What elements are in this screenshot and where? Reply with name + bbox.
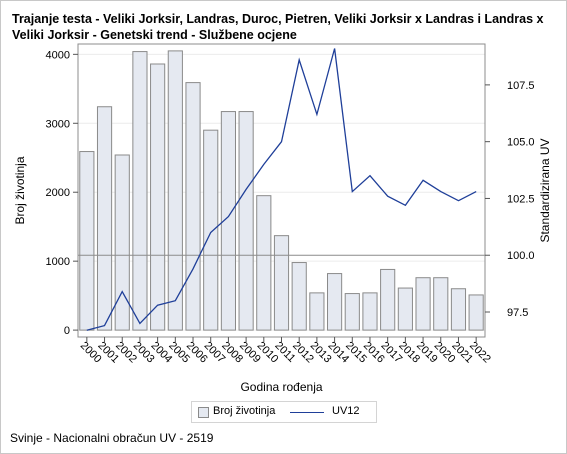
x-axis-label: Godina rođenja [240, 380, 322, 394]
bar-2002 [114, 154, 130, 331]
bar-2017 [380, 268, 396, 331]
bar-2000 [79, 151, 95, 331]
legend-label-line: UV12 [332, 405, 360, 417]
y2-tick-label-2: 102.5 [507, 193, 535, 205]
y-tick-label-0: 0 [64, 325, 70, 337]
bar-2018 [397, 287, 413, 331]
bar-2010 [256, 195, 272, 331]
bar-2019 [415, 277, 431, 331]
bar-2015 [344, 293, 360, 331]
y2-tick-label-1: 100.0 [507, 250, 535, 262]
bar-2013 [309, 292, 325, 331]
legend-label-bars: Broj životinja [213, 405, 276, 417]
bar-2021 [450, 288, 467, 331]
y-tick-label-4: 4000 [46, 49, 70, 61]
bar-2006 [185, 82, 201, 331]
y2-tick-label-0: 97.5 [507, 307, 528, 319]
legend-swatch-line [290, 412, 324, 413]
bar-2005 [167, 50, 183, 331]
y-tick-label-3: 3000 [46, 118, 70, 130]
y-tick-label-2: 2000 [46, 187, 70, 199]
legend-swatch-bars [198, 407, 209, 418]
y2-tick-label-4: 107.5 [507, 80, 535, 92]
bar-2022 [468, 294, 484, 331]
bar-2020 [433, 277, 449, 331]
footnote: Svinje - Nacionalni obračun UV - 2519 [10, 431, 214, 445]
bar-2003 [132, 51, 148, 331]
y-axis-label: Broj životinja [13, 156, 27, 224]
bar-2007 [203, 129, 219, 331]
series-line-uv12 [86, 48, 477, 331]
y-tick-label-1: 1000 [46, 256, 70, 268]
bar-2014 [327, 273, 343, 331]
bar-2011 [273, 235, 290, 331]
y2-axis-label: Standardizirana UV [538, 138, 552, 242]
y2-tick-label-3: 105.0 [507, 137, 535, 149]
bar-2016 [362, 292, 378, 331]
legend: Broj životinja UV12 [191, 401, 377, 423]
bar-2012 [291, 262, 307, 331]
bar-2001 [96, 106, 113, 331]
bar-2004 [150, 63, 166, 331]
bar-2008 [220, 111, 236, 331]
chart-title: Trajanje testa - Veliki Jorksir, Landras… [12, 12, 544, 42]
bar-2009 [238, 111, 254, 331]
